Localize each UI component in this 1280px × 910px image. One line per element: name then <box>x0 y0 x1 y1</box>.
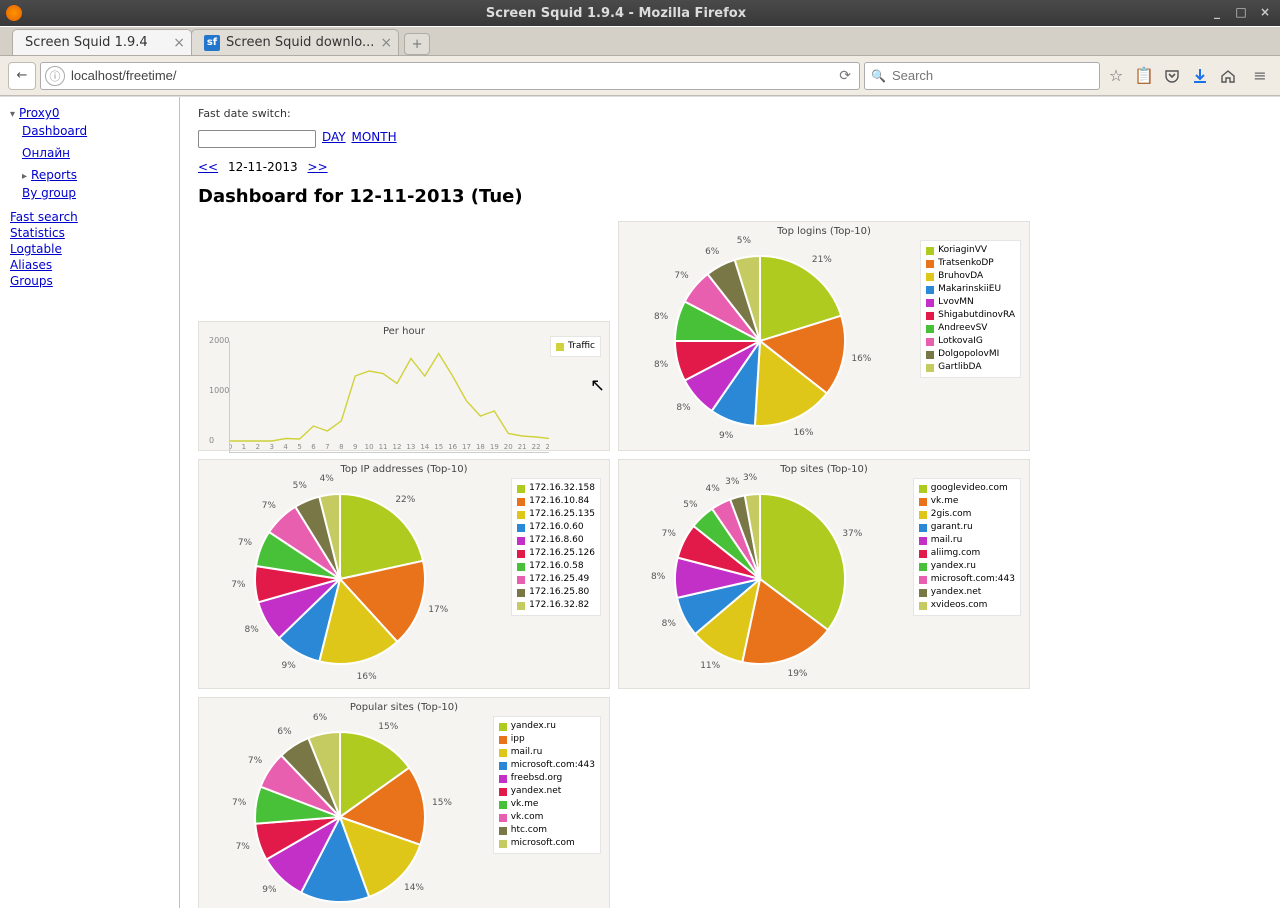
charts-grid: Per hour Traffic 010002000 0123456789101… <box>198 221 1262 908</box>
sidebar-bygroup[interactable]: By group <box>10 185 169 201</box>
svg-text:4: 4 <box>283 443 288 451</box>
tab-2-label: Screen Squid downlo... <box>226 35 374 50</box>
mouse-cursor: ↖ <box>590 375 605 396</box>
tab-2-close-icon[interactable]: × <box>380 35 392 51</box>
site-info-icon[interactable]: ⓘ <box>45 66 65 86</box>
sidebar-aliases[interactable]: Aliases <box>10 257 169 273</box>
url-bar[interactable]: ⓘ ⟳ <box>40 62 860 90</box>
date-next-link[interactable]: >> <box>308 160 328 174</box>
svg-text:6: 6 <box>311 443 316 451</box>
top-sites-panel: Top sites (Top-10) 37%19%11%8%8%7%5%4%3%… <box>618 459 1030 689</box>
date-nav: << 12-11-2013 >> <box>198 160 1262 174</box>
tab-bar: Screen Squid 1.9.4 × sf Screen Squid dow… <box>0 26 1280 56</box>
popular-sites-panel: Popular sites (Top-10) 15%15%14%13%9%7%7… <box>198 697 610 908</box>
svg-text:14: 14 <box>420 443 429 451</box>
date-current: 12-11-2013 <box>228 160 298 174</box>
search-icon: 🔍 <box>871 69 886 83</box>
svg-text:0: 0 <box>229 443 232 451</box>
svg-text:23: 23 <box>546 443 549 451</box>
browser-toolbar: ← ⓘ ⟳ 🔍 ☆ 📋 ≡ <box>0 56 1280 96</box>
svg-text:15: 15 <box>434 443 443 451</box>
svg-text:3: 3 <box>270 443 274 451</box>
firefox-icon <box>6 5 22 21</box>
main-content: Fast date switch: DAY MONTH << 12-11-201… <box>180 97 1280 908</box>
download-icon[interactable] <box>1188 64 1212 88</box>
svg-text:1: 1 <box>242 443 246 451</box>
svg-text:2: 2 <box>256 443 260 451</box>
date-prev-link[interactable]: << <box>198 160 218 174</box>
sidebar-reports[interactable]: ▸Reports <box>10 167 169 185</box>
svg-text:18: 18 <box>476 443 485 451</box>
tab-1[interactable]: Screen Squid 1.9.4 × <box>12 29 192 55</box>
sidebar-online[interactable]: Онлайн <box>10 145 169 161</box>
svg-text:13: 13 <box>406 443 415 451</box>
search-bar[interactable]: 🔍 <box>864 62 1100 90</box>
date-month-link[interactable]: MONTH <box>351 130 396 144</box>
tab-1-label: Screen Squid 1.9.4 <box>25 35 148 50</box>
sidebar-dashboard[interactable]: Dashboard <box>10 123 169 139</box>
top-logins-panel: Top logins (Top-10) 21%16%16%9%8%8%8%7%6… <box>618 221 1030 451</box>
svg-text:9: 9 <box>353 443 357 451</box>
svg-text:21: 21 <box>518 443 527 451</box>
per-hour-title: Per hour <box>205 326 603 337</box>
sidebar: ▾Proxy0 Dashboard Онлайн ▸Reports By gro… <box>0 97 180 908</box>
svg-text:16: 16 <box>448 443 457 451</box>
window-title: Screen Squid 1.9.4 - Mozilla Firefox <box>30 6 1202 21</box>
sidebar-statistics[interactable]: Statistics <box>10 225 169 241</box>
pocket-icon[interactable] <box>1160 64 1184 88</box>
svg-text:10: 10 <box>365 443 374 451</box>
library-icon[interactable]: 📋 <box>1132 64 1156 88</box>
home-icon[interactable] <box>1216 64 1240 88</box>
top-ips-panel: Top IP addresses (Top-10) 22%17%16%9%8%7… <box>198 459 610 689</box>
date-day-link[interactable]: DAY <box>322 130 346 144</box>
search-input[interactable] <box>890 67 1093 84</box>
sidebar-logtable[interactable]: Logtable <box>10 241 169 257</box>
url-input[interactable] <box>65 67 835 84</box>
window-titlebar: Screen Squid 1.9.4 - Mozilla Firefox _ □… <box>0 0 1280 26</box>
tab-2[interactable]: sf Screen Squid downlo... × <box>191 29 399 55</box>
sidebar-groups[interactable]: Groups <box>10 273 169 289</box>
tab-1-close-icon[interactable]: × <box>173 35 185 51</box>
date-input[interactable] <box>198 130 316 148</box>
reload-icon[interactable]: ⟳ <box>835 68 855 84</box>
svg-text:12: 12 <box>392 443 401 451</box>
bookmark-icon[interactable]: ☆ <box>1104 64 1128 88</box>
svg-text:7: 7 <box>325 443 329 451</box>
sidebar-fastsearch[interactable]: Fast search <box>10 209 169 225</box>
minimize-button[interactable]: _ <box>1208 6 1226 20</box>
tab-2-favicon-icon: sf <box>204 35 220 51</box>
menu-icon[interactable]: ≡ <box>1248 64 1272 88</box>
sidebar-proxy[interactable]: ▾Proxy0 <box>10 105 169 123</box>
new-tab-button[interactable]: + <box>404 33 430 55</box>
back-button[interactable]: ← <box>8 62 36 90</box>
svg-text:11: 11 <box>379 443 388 451</box>
svg-text:20: 20 <box>504 443 513 451</box>
page-heading: Dashboard for 12-11-2013 (Tue) <box>198 186 1262 207</box>
svg-text:5: 5 <box>297 443 301 451</box>
close-window-button[interactable]: × <box>1256 6 1274 20</box>
svg-text:8: 8 <box>339 443 343 451</box>
svg-text:22: 22 <box>532 443 541 451</box>
maximize-button[interactable]: □ <box>1232 6 1250 20</box>
svg-text:19: 19 <box>490 443 499 451</box>
content-area: ▾Proxy0 Dashboard Онлайн ▸Reports By gro… <box>0 96 1280 908</box>
svg-text:17: 17 <box>462 443 471 451</box>
per-hour-panel: Per hour Traffic 010002000 0123456789101… <box>198 321 610 451</box>
fast-date-label: Fast date switch: <box>198 107 1262 120</box>
